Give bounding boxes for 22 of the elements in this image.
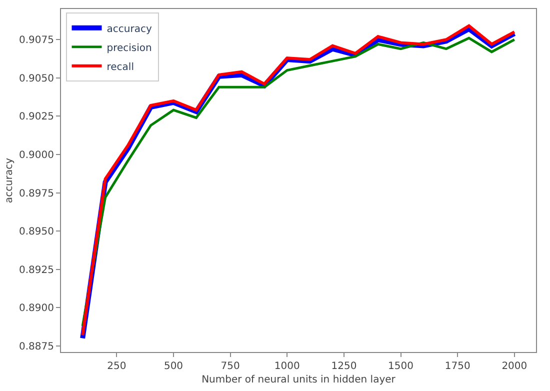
y-tick-label: 0.8875 — [19, 341, 54, 352]
y-axis-title: accuracy — [4, 158, 15, 204]
x-tick-label: 750 — [220, 361, 240, 372]
x-tick-label: 1750 — [444, 361, 470, 372]
legend-label: recall — [106, 62, 134, 73]
x-tick-label: 1500 — [388, 361, 414, 372]
y-tick-label: 0.9025 — [19, 112, 54, 123]
y-tick-label: 0.8975 — [19, 188, 54, 200]
y-tick-label: 0.9000 — [19, 150, 54, 161]
y-tick-label: 0.8950 — [19, 226, 54, 238]
y-tick-label: 0.9075 — [19, 35, 54, 46]
y-tick-label: 0.8900 — [19, 303, 54, 314]
legend-label: precision — [106, 42, 152, 54]
legend-label: accuracy — [106, 24, 152, 35]
x-axis-title: Number of neural units in hidden layer — [202, 374, 396, 386]
x-tick-label: 500 — [164, 361, 184, 372]
y-tick-label: 0.9050 — [19, 73, 54, 84]
x-tick-label: 1250 — [331, 361, 357, 372]
x-tick-label: 250 — [107, 361, 126, 372]
x-tick-label: 2000 — [502, 361, 528, 372]
x-tick-label: 1000 — [274, 361, 300, 372]
y-tick-label: 0.8925 — [19, 264, 54, 276]
